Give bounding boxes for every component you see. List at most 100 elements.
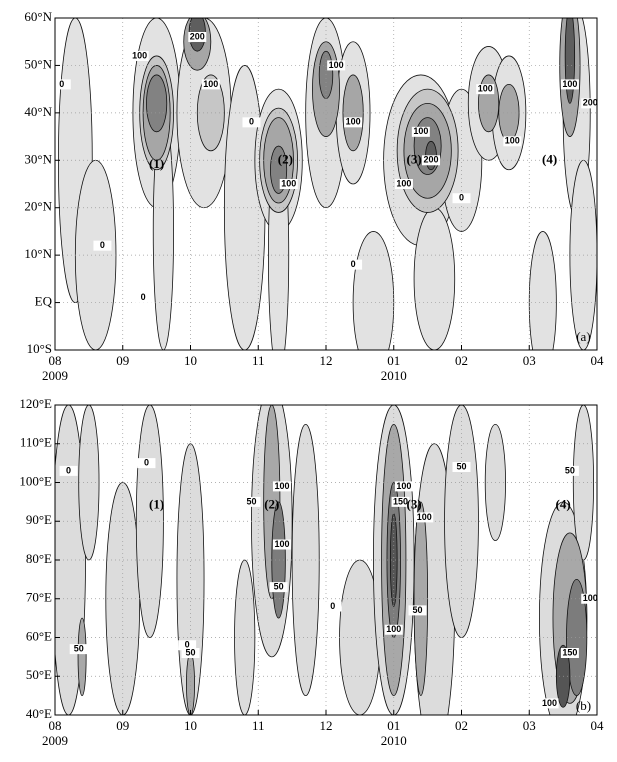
x-tick-label: 02 xyxy=(455,718,468,733)
y-tick-label: 120°E xyxy=(19,396,52,411)
x-tick-label: 12 xyxy=(320,718,333,733)
contour-label-bg xyxy=(272,539,291,550)
contour-label: 100 xyxy=(281,178,296,188)
contour-label-bg xyxy=(93,240,112,251)
contour-label: 0 xyxy=(330,601,335,611)
y-tick-label: 50°E xyxy=(26,667,52,682)
contour-label: 100 xyxy=(417,512,432,522)
contour-label: 0 xyxy=(100,240,105,250)
contour-label-bg xyxy=(323,601,342,612)
contour-label: 50 xyxy=(412,605,422,615)
x-tick-label: 04 xyxy=(591,353,605,368)
contour-region xyxy=(223,65,266,350)
y-tick-label: 40°N xyxy=(24,104,52,119)
contour-label-bg xyxy=(344,117,363,128)
contour-label-bg xyxy=(272,481,291,492)
year-label: 2009 xyxy=(42,733,68,748)
contour-region xyxy=(413,207,456,350)
x-tick-label: 10 xyxy=(184,718,197,733)
contour-label: 200 xyxy=(423,155,438,165)
contour-label-bg xyxy=(201,79,220,90)
contour-label: 50 xyxy=(565,465,575,475)
contour-label-bg xyxy=(181,648,200,658)
contour-label-bg xyxy=(540,698,559,709)
x-tick-label: 08 xyxy=(49,353,62,368)
year-label: 2010 xyxy=(381,368,407,383)
x-tick-label: 01 xyxy=(387,718,400,733)
annotation: (2) xyxy=(278,151,293,166)
contour-label-bg xyxy=(408,605,427,616)
plot-frame xyxy=(54,17,598,351)
contour-region xyxy=(196,74,225,152)
contour-label-bg xyxy=(394,179,413,189)
annotation: (a) xyxy=(576,329,590,344)
contour-label-bg xyxy=(422,155,441,166)
contour-label-bg xyxy=(503,136,522,147)
contour-region xyxy=(413,501,429,697)
contour-label: 0 xyxy=(144,458,149,468)
x-tick-label: 01 xyxy=(387,353,400,368)
contour-label-bg xyxy=(394,481,413,492)
y-tick-label: 20°N xyxy=(24,199,52,214)
annotation: (3) xyxy=(406,151,421,166)
contour-label: 100 xyxy=(346,117,361,127)
y-tick-label: EQ xyxy=(35,294,53,309)
contour-label: 200 xyxy=(190,31,205,41)
contour-label-bg xyxy=(411,126,430,137)
annotation: (3) xyxy=(406,497,421,512)
y-tick-label: 60°N xyxy=(24,9,52,24)
annotation: (b) xyxy=(576,698,591,713)
contour-label: 50 xyxy=(246,496,256,506)
y-tick-label: 10°N xyxy=(24,246,52,261)
contour-region xyxy=(77,617,87,697)
x-tick-label: 11 xyxy=(252,718,265,733)
contour-label: 50 xyxy=(74,644,84,654)
contour-label: 100 xyxy=(505,136,520,146)
contour-field xyxy=(55,405,595,715)
contour-label: 100 xyxy=(583,593,598,603)
contour-label: 50 xyxy=(185,647,195,657)
contour-label-bg xyxy=(452,462,471,472)
contour-label: 100 xyxy=(396,178,411,188)
contour-label: 100 xyxy=(274,481,289,491)
contour-label-bg xyxy=(560,79,579,90)
x-tick-label: 03 xyxy=(523,718,536,733)
contour-label: 0 xyxy=(141,292,146,302)
contour-label-bg xyxy=(384,624,403,635)
contour-label: 0 xyxy=(66,465,71,475)
x-tick-label: 10 xyxy=(184,353,197,368)
contour-label: 0 xyxy=(351,259,356,269)
year-label: 2010 xyxy=(381,733,407,748)
contour-label-bg xyxy=(59,465,78,476)
annotation: (1) xyxy=(149,497,164,512)
contour-region xyxy=(566,578,588,697)
annotation: (4) xyxy=(542,151,557,166)
contour-region xyxy=(55,405,86,715)
y-tick-label: 70°E xyxy=(26,590,52,605)
y-tick-label: 60°E xyxy=(26,628,52,643)
contour-label: 100 xyxy=(478,84,493,94)
contour-label-bg xyxy=(69,644,88,655)
contour-label-bg xyxy=(269,582,288,593)
contour-label-bg xyxy=(178,640,197,651)
contour-label-bg xyxy=(137,458,156,469)
y-tick-label: 90°E xyxy=(26,512,52,527)
contour-label-bg xyxy=(327,60,346,71)
contour-label-bg xyxy=(344,259,363,270)
contour-label: 0 xyxy=(185,640,190,650)
contour-label-bg xyxy=(52,79,71,90)
contour-label: 100 xyxy=(396,481,411,491)
contour-label-bg xyxy=(581,98,600,109)
contour-label-bg xyxy=(581,593,600,604)
x-tick-label: 08 xyxy=(49,718,62,733)
contour-label: 100 xyxy=(386,624,401,634)
annotation: (2) xyxy=(264,497,279,512)
contour-label-bg xyxy=(560,465,579,476)
contour-label-bg xyxy=(391,496,410,507)
annotation: (4) xyxy=(556,497,571,512)
x-tick-label: 09 xyxy=(116,353,129,368)
x-tick-label: 12 xyxy=(320,353,333,368)
contour-label-bg xyxy=(242,117,261,128)
year-label: 2009 xyxy=(42,368,68,383)
